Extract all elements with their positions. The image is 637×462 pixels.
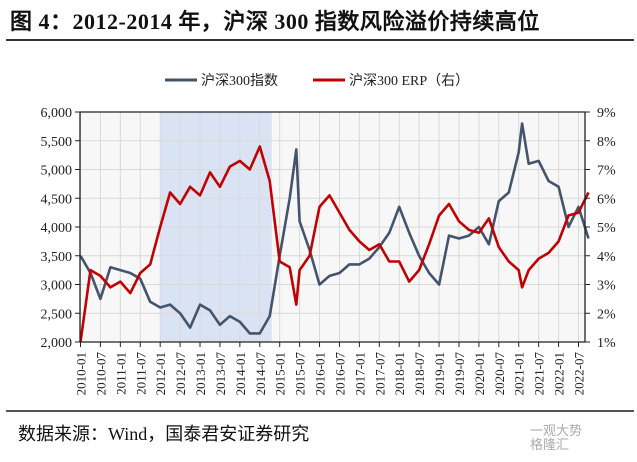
watermark-line1: 一观大势 bbox=[530, 424, 583, 439]
y-left-tick-label: 5,500 bbox=[41, 135, 73, 150]
x-tick-label: 2011-07 bbox=[133, 352, 148, 395]
x-tick-label: 2017-07 bbox=[372, 352, 387, 396]
x-tick-label: 2020-01 bbox=[472, 352, 487, 395]
watermark-line2: 格隆汇 bbox=[530, 438, 570, 453]
y-right-tick-label: 3% bbox=[597, 279, 616, 294]
y-left-tick-label: 6,000 bbox=[41, 106, 73, 121]
chart: 沪深300指数 沪深300 ERP（右） 2,000 2,500 3,000 3,50… bbox=[41, 73, 617, 395]
y-right-tick-label: 6% bbox=[597, 192, 616, 207]
x-tick-label: 2010-07 bbox=[93, 352, 108, 396]
x-tick-label: 2011-01 bbox=[113, 352, 128, 395]
x-tick-label: 2012-07 bbox=[173, 352, 188, 396]
x-tick-label: 2020-07 bbox=[492, 352, 507, 396]
page-title: 图 4：2012-2014 年，沪深 300 指数风险溢价持续高位 bbox=[10, 9, 540, 34]
x-tick-label: 2022-07 bbox=[572, 352, 587, 396]
x-tick-label: 2014-01 bbox=[233, 352, 248, 395]
legend-index-label: 沪深300指数 bbox=[201, 73, 278, 89]
y-right-tick-label: 9% bbox=[597, 106, 616, 121]
footer-divider bbox=[6, 410, 634, 412]
x-tick-label: 2018-01 bbox=[392, 352, 407, 395]
x-tick-label: 2016-07 bbox=[332, 352, 347, 396]
x-tick-label: 2015-01 bbox=[273, 352, 288, 395]
series-lines bbox=[79, 122, 590, 343]
x-tick-label: 2013-07 bbox=[213, 352, 228, 396]
x-tick-label: 2021-01 bbox=[512, 352, 527, 395]
y-right-tick-label: 4% bbox=[597, 250, 616, 265]
y-right-tick-label: 2% bbox=[597, 307, 616, 322]
x-tick-label: 2017-01 bbox=[352, 352, 367, 395]
x-tick-label: 2012-01 bbox=[153, 352, 168, 395]
x-tick-label: 2010-01 bbox=[74, 352, 89, 395]
legend-erp-label: 沪深300 ERP（右） bbox=[349, 73, 469, 89]
title-divider bbox=[6, 39, 634, 41]
y-left-tick-label: 3,500 bbox=[41, 250, 73, 265]
x-tick-label: 2019-01 bbox=[432, 352, 447, 395]
x-tick-label: 2013-01 bbox=[193, 352, 208, 395]
x-tick-label: 2021-07 bbox=[532, 352, 547, 396]
y-left-tick-label: 3,000 bbox=[41, 279, 73, 294]
index-line bbox=[79, 122, 590, 335]
y-right-tick-label: 5% bbox=[597, 221, 616, 236]
y-right-tick-label: 8% bbox=[597, 135, 616, 150]
gridlines bbox=[80, 111, 585, 342]
axes: 2,000 2,500 3,000 3,500 4,000 4,500 5,000 5,500… bbox=[41, 106, 617, 395]
y-left-tick-label: 5,000 bbox=[41, 164, 73, 179]
y-left-tick-label: 2,000 bbox=[41, 336, 73, 351]
source-note: 数据来源：Wind，国泰君安证券研究 bbox=[18, 424, 310, 444]
y-right-tick-label: 7% bbox=[597, 164, 616, 179]
y-left-tick-label: 4,500 bbox=[41, 192, 73, 207]
x-tick-label: 2019-07 bbox=[452, 352, 467, 396]
y-right-tick-label: 1% bbox=[597, 336, 616, 351]
x-tick-label: 2015-07 bbox=[293, 352, 308, 396]
x-tick-label: 2014-07 bbox=[253, 352, 268, 396]
x-tick-label: 2022-01 bbox=[552, 352, 567, 395]
x-tick-label: 2018-07 bbox=[412, 352, 427, 396]
y-left-tick-label: 2,500 bbox=[41, 307, 73, 322]
x-tick-label: 2016-01 bbox=[313, 352, 328, 395]
y-left-tick-label: 4,000 bbox=[41, 221, 73, 236]
erp-line bbox=[79, 145, 590, 343]
watermark: 一观大势 格隆汇 bbox=[530, 425, 582, 453]
legend: 沪深300指数 沪深300 ERP（右） bbox=[165, 73, 469, 89]
